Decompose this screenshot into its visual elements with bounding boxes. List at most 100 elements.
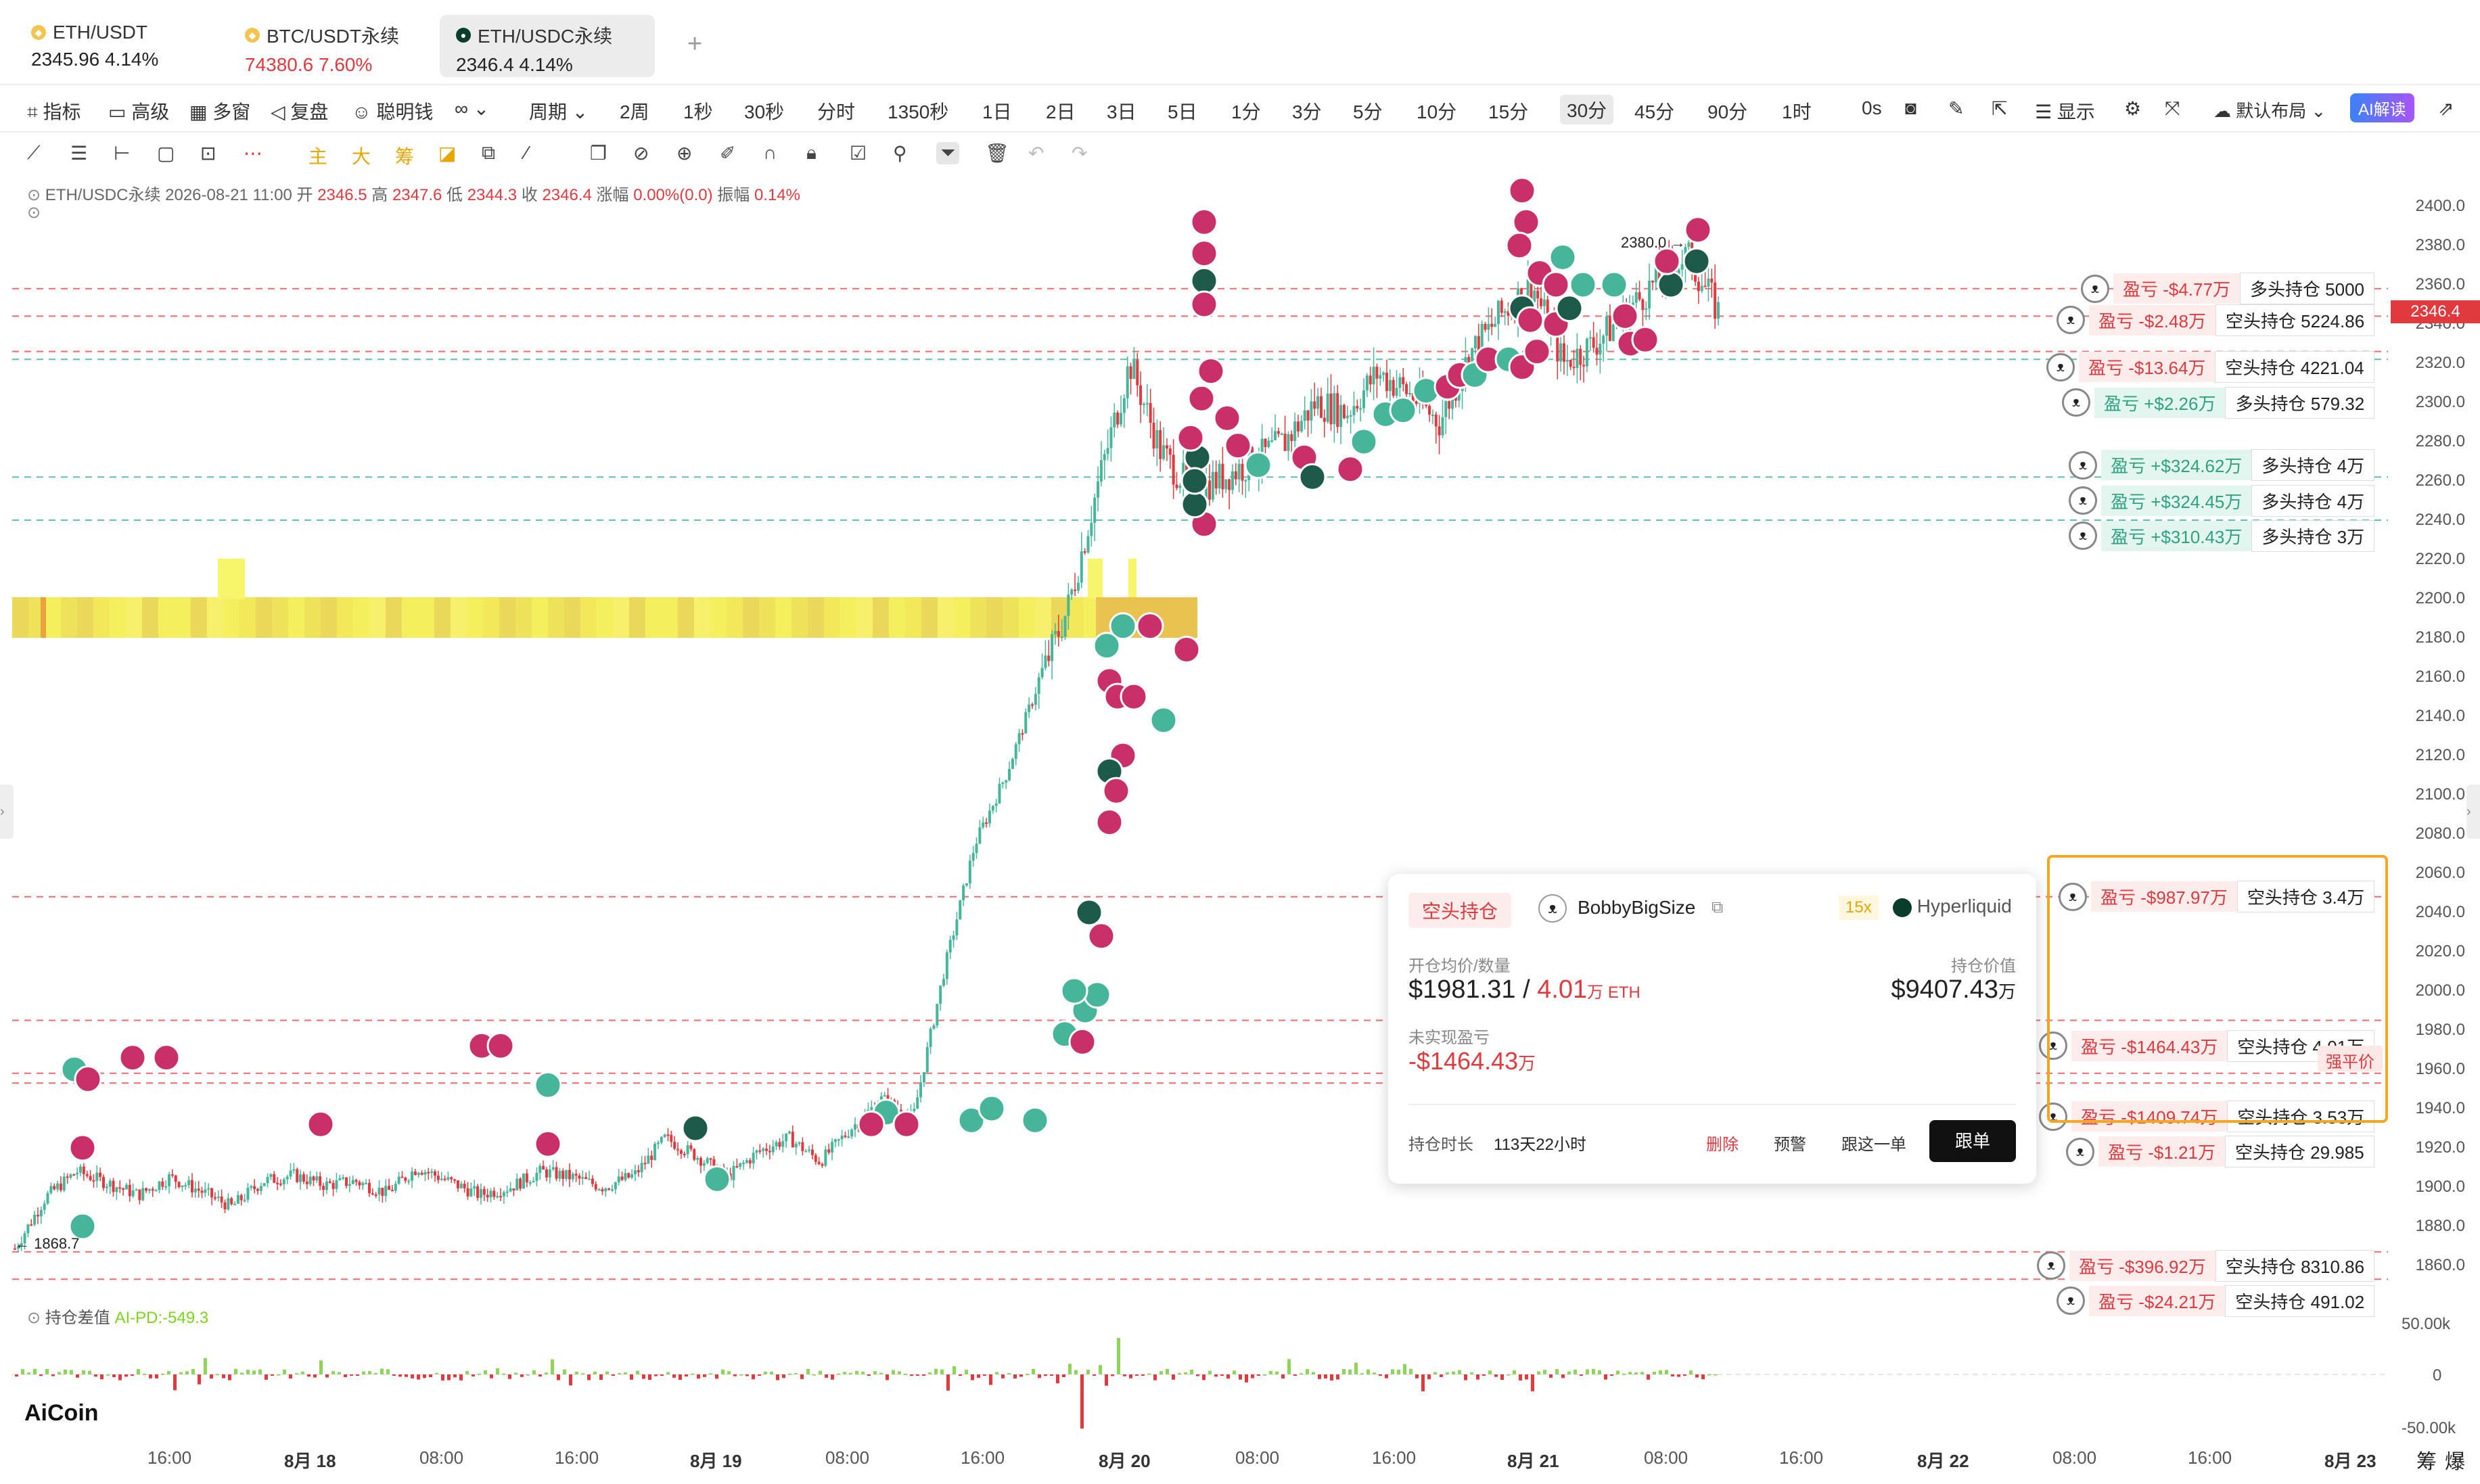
interval-6[interactable]: 2日 — [1046, 101, 1076, 122]
interval-1[interactable]: 1秒 — [683, 101, 713, 122]
interval-0[interactable]: 2周 — [620, 101, 649, 122]
copy-icon[interactable]: ⧉ — [1712, 898, 1724, 917]
interval-9[interactable]: 1分 — [1231, 101, 1261, 122]
camera-icon[interactable]: ◙ — [1905, 97, 1916, 118]
trader-avatar[interactable]: ᴥ — [2069, 521, 2097, 551]
ai-button[interactable]: AI解读 — [2350, 93, 2414, 122]
collapse-icon[interactable]: ⊙ — [27, 1309, 41, 1327]
follow-this-button[interactable]: 跟这一单 — [1841, 1136, 1906, 1154]
position-row[interactable]: ᴥ 盈亏 +$324.62万 多头持仓 4万 — [2069, 449, 2375, 482]
smart-money-button[interactable]: ☺ 聪明钱 — [352, 101, 434, 122]
compare-icon[interactable]: ⧉ — [482, 142, 495, 163]
trader-avatar[interactable]: ᴥ — [2066, 1137, 2094, 1166]
interval-2[interactable]: 30秒 — [744, 101, 785, 122]
layout-dropdown[interactable]: ☁ 默认布局 ⌄ — [2213, 101, 2326, 121]
position-row[interactable]: ᴥ 盈亏 -$2.48万 空头持仓 5224.86 — [2057, 304, 2375, 336]
expand-icon[interactable]: ⇗ — [2438, 98, 2454, 119]
position-row[interactable]: ᴥ 盈亏 -$13.64万 空头持仓 4221.04 — [2046, 351, 2374, 384]
liquidation-toggle[interactable]: 爆 — [2445, 1451, 2465, 1473]
undo-icon[interactable]: ↶ — [1028, 143, 1044, 164]
trader-avatar[interactable]: ᴥ — [2057, 1286, 2085, 1316]
chips-icon[interactable]: 筹 — [395, 146, 415, 167]
add-tab-button[interactable]: + — [687, 30, 703, 58]
interval-8[interactable]: 5日 — [1168, 101, 1197, 122]
hline-tool-icon[interactable]: ☰ — [70, 143, 88, 164]
more-tools-icon[interactable]: ⋯ — [244, 143, 262, 164]
tab-eth-usdt[interactable]: ◆ ETH/USDT 2345.96 4.14% — [15, 15, 175, 77]
brush-icon[interactable]: ⁄ — [525, 142, 528, 163]
redo-icon[interactable]: ↷ — [1072, 143, 1088, 164]
ruler-icon[interactable]: ⊘ — [633, 143, 649, 164]
trader-avatar[interactable]: ᴥ — [2037, 1251, 2065, 1280]
alert-button[interactable]: 预警 — [1774, 1136, 1806, 1154]
position-row[interactable]: ᴥ 盈亏 -$1409.74万 空头持仓 3.53万 — [2039, 1100, 2375, 1133]
magnet-icon[interactable]: ∩ — [763, 142, 777, 163]
fullscreen-icon[interactable]: ⤧ — [2165, 97, 2180, 118]
settings-icon[interactable]: ⚙ — [2124, 98, 2142, 119]
settings-toggle-icon[interactable]: ⊙ — [27, 204, 41, 222]
position-row[interactable]: ᴥ 盈亏 +$324.45万 多头持仓 4万 — [2069, 484, 2375, 517]
interval-11[interactable]: 5分 — [1353, 101, 1383, 122]
candlestick-chart[interactable] — [0, 175, 2388, 1297]
position-row[interactable]: ᴥ 盈亏 -$4.77万 多头持仓 5000 — [2081, 273, 2375, 305]
interval-15[interactable]: 45分 — [1634, 101, 1675, 122]
trader-avatar[interactable]: ᴥ — [2069, 486, 2097, 515]
position-row[interactable]: ᴥ 盈亏 -$396.92万 空头持仓 8310.86 — [2037, 1249, 2375, 1282]
trader-avatar[interactable]: ᴥ — [2046, 352, 2075, 381]
copy-trade-button[interactable]: 跟单 — [1929, 1120, 2016, 1162]
interval-4[interactable]: 1350秒 — [888, 101, 949, 122]
multi-window-button[interactable]: ▦ 多窗 — [189, 101, 251, 122]
position-row[interactable]: ᴥ 盈亏 -$1.21万 空头持仓 29.985 — [2066, 1136, 2374, 1168]
zoom-icon[interactable]: ⊕ — [676, 143, 693, 164]
link-icon[interactable]: ⚲ — [893, 143, 907, 164]
interval-13[interactable]: 15分 — [1488, 101, 1529, 122]
right-collapse-handle[interactable]: › — [2466, 785, 2480, 839]
chart-type-dropdown[interactable]: ∞ ⌄ — [455, 98, 490, 119]
copy-icon[interactable]: ❐ — [590, 143, 607, 164]
ray-tool-icon[interactable]: ⊢ — [114, 143, 131, 164]
interval-7[interactable]: 3日 — [1107, 101, 1136, 122]
filter-icon[interactable]: ⏷ — [936, 142, 960, 164]
collapse-icon[interactable]: ⊙ — [27, 186, 41, 204]
position-row[interactable]: ᴥ 盈亏 +$310.43万 多头持仓 3万 — [2069, 519, 2375, 552]
rect-tool-icon[interactable]: ▢ — [157, 143, 175, 164]
trash-icon[interactable]: 🗑︎ — [985, 143, 1009, 164]
position-row[interactable]: ᴥ 盈亏 -$24.21万 空头持仓 491.02 — [2057, 1284, 2375, 1317]
trader-avatar[interactable]: ᴥ — [2059, 882, 2087, 911]
interval-3[interactable]: 分时 — [817, 101, 856, 122]
share-icon[interactable]: ⇱ — [1992, 98, 2008, 119]
tab-eth-usdc[interactable]: ● ETH/USDC永续 2346.4 4.14% — [440, 15, 655, 77]
interval-16[interactable]: 90分 — [1707, 101, 1748, 122]
lock-icon[interactable]: 🔒︎ — [806, 142, 817, 163]
eraser-icon[interactable]: ✐ — [720, 143, 736, 164]
big-order-icon[interactable]: 大 — [352, 146, 371, 167]
trader-avatar[interactable]: ᴥ — [2081, 274, 2109, 303]
pen-icon[interactable]: ✎ — [1948, 98, 1965, 119]
position-row[interactable]: ᴥ 盈亏 -$987.97万 空头持仓 3.4万 — [2059, 881, 2375, 913]
interval-17[interactable]: 1时 — [1782, 101, 1812, 122]
trader-avatar[interactable]: ᴥ — [2069, 450, 2097, 480]
tab-btc-usdt[interactable]: ◆ BTC/USDT永续 74380.6 7.60% — [229, 15, 415, 77]
replay-button[interactable]: ◁ 复盘 — [271, 101, 329, 122]
period-dropdown[interactable]: 周期 ⌄ — [529, 101, 589, 122]
checklist-icon[interactable]: ☑ — [850, 143, 867, 164]
advanced-button[interactable]: ▭ 高级 — [108, 101, 170, 122]
delete-button[interactable]: 删除 — [1706, 1136, 1739, 1154]
chips-toggle[interactable]: 筹 — [2416, 1451, 2437, 1473]
trader-avatar[interactable]: ᴥ — [2057, 306, 2085, 335]
indicator-button[interactable]: ⌗ 指标 — [27, 101, 81, 122]
position-row[interactable]: ᴥ 盈亏 +$2.26万 多头持仓 579.32 — [2062, 386, 2375, 419]
interval-10[interactable]: 3分 — [1292, 101, 1322, 122]
interval-12[interactable]: 10分 — [1417, 101, 1457, 122]
interval-5[interactable]: 1日 — [982, 101, 1012, 122]
trader-avatar[interactable]: ᴥ — [2039, 1031, 2067, 1061]
indicator-chart[interactable] — [0, 1312, 2388, 1441]
username[interactable]: BobbyBigSize — [1578, 897, 1696, 918]
zone-icon[interactable]: ◪ — [438, 143, 457, 164]
trader-avatar[interactable]: ᴥ — [2062, 388, 2090, 417]
measure-tool-icon[interactable]: ⊡ — [200, 143, 216, 164]
display-button[interactable]: ☰ 显示 — [2035, 101, 2095, 122]
left-collapse-handle[interactable]: › — [0, 785, 14, 839]
interval-14[interactable]: 30分 — [1560, 95, 1614, 124]
main-chart-icon[interactable]: 主 — [308, 146, 328, 167]
